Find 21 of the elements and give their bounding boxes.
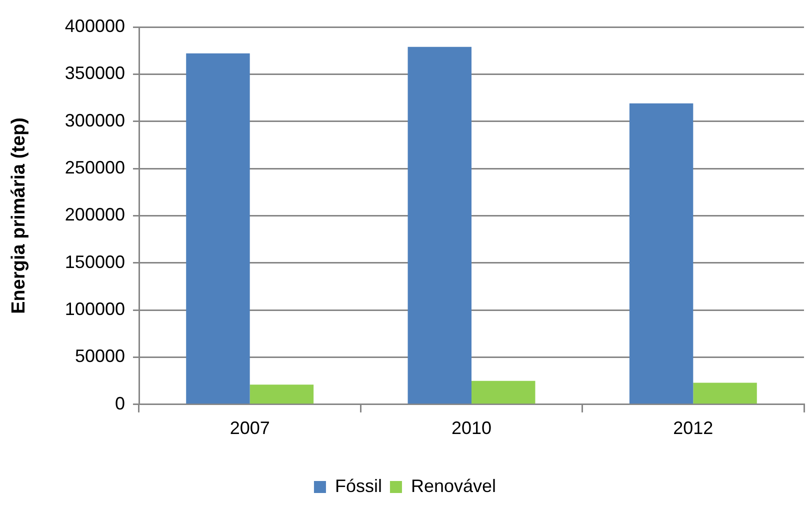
bar — [472, 380, 536, 404]
bar — [693, 382, 757, 404]
y-tick-label: 250000 — [64, 157, 125, 178]
bar — [250, 384, 314, 404]
legend-label: Renovável — [410, 476, 496, 496]
y-tick-label: 400000 — [64, 16, 125, 36]
bar — [629, 103, 694, 404]
x-tick-label: 2010 — [451, 418, 492, 438]
x-tick-label: 2007 — [230, 418, 270, 438]
legend-label: Fóssil — [334, 476, 382, 496]
bar — [408, 46, 472, 404]
y-tick-label: 350000 — [64, 63, 125, 84]
y-tick-label: 50000 — [74, 346, 125, 366]
x-tick-label: 2012 — [673, 418, 714, 438]
y-tick-label: 0 — [114, 393, 125, 414]
y-tick-label: 150000 — [64, 252, 125, 272]
y-tick-label: 100000 — [64, 299, 125, 320]
bar — [186, 53, 250, 404]
y-tick-label: 300000 — [64, 110, 125, 130]
y-axis-title: Energia primária (tep) — [8, 118, 30, 314]
y-tick-label: 200000 — [64, 204, 125, 225]
